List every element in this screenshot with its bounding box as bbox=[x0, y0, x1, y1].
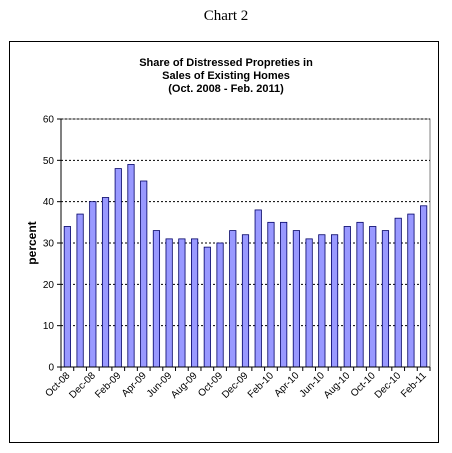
y-axis-title: percent bbox=[25, 221, 39, 264]
y-tick-label: 60 bbox=[43, 115, 55, 126]
chart-title-line-3: (Oct. 2008 - Feb. 2011) bbox=[168, 83, 284, 95]
bar-Aug-10 bbox=[343, 226, 351, 368]
x-tick-label: Feb-10 bbox=[246, 370, 276, 400]
bar-Feb-11 bbox=[420, 205, 428, 368]
y-tick-label: 20 bbox=[43, 280, 55, 291]
bar-Apr-09 bbox=[140, 180, 148, 368]
bar-Oct-10 bbox=[369, 226, 377, 368]
y-tick-label: 30 bbox=[43, 239, 55, 250]
x-tick-label: Dec-08 bbox=[67, 370, 98, 401]
bar-Jan-09 bbox=[101, 197, 110, 368]
bar-Sep-10 bbox=[356, 221, 364, 368]
bar-Nov-09 bbox=[229, 230, 237, 368]
y-tick-label: 40 bbox=[43, 197, 55, 208]
bar-Jun-10 bbox=[318, 234, 326, 368]
bar-Feb-10 bbox=[267, 221, 275, 368]
bar-Jan-11 bbox=[407, 213, 415, 368]
y-tick-label: 10 bbox=[43, 321, 55, 332]
x-tick-labels: Oct-08Dec-08Feb-09Apr-09Jun-09Aug-09Oct-… bbox=[43, 370, 429, 401]
bar-Feb-09 bbox=[114, 168, 122, 368]
bar-Sep-09 bbox=[203, 246, 211, 368]
bar-Mar-10 bbox=[280, 221, 288, 368]
bar-Nov-10 bbox=[381, 230, 390, 368]
bar-May-09 bbox=[152, 230, 161, 368]
bar-Mar-09 bbox=[127, 164, 135, 368]
y-tick-labels: 0 10 20 30 40 50 60 bbox=[43, 115, 55, 374]
chart-title-line-2: Sales of Existing Homes bbox=[162, 70, 290, 82]
bar-May-10 bbox=[305, 238, 313, 368]
x-tick-label: Dec-10 bbox=[373, 370, 404, 401]
x-tick-label: Aug-10 bbox=[322, 370, 353, 401]
x-tick-label: Dec-09 bbox=[220, 370, 251, 401]
bar-Oct-08 bbox=[63, 226, 71, 368]
x-tick-label: Feb-09 bbox=[93, 370, 123, 400]
x-tick-label: Aug-09 bbox=[169, 370, 200, 401]
bar-Oct-09 bbox=[216, 242, 224, 368]
chart-caption: Chart 2 bbox=[203, 8, 249, 24]
bar-Nov-08 bbox=[76, 213, 84, 368]
bar-Jul-09 bbox=[178, 238, 186, 368]
x-tick-label: Feb-11 bbox=[399, 370, 429, 400]
y-tick-label: 50 bbox=[43, 156, 55, 167]
bar-Jun-09 bbox=[165, 238, 173, 368]
bar-Dec-08 bbox=[89, 201, 97, 368]
x-tick-label: Apr-09 bbox=[120, 370, 149, 399]
bar-Jan-10 bbox=[254, 209, 262, 368]
chart-title-line-1: Share of Distressed Propreties in bbox=[139, 57, 313, 69]
axes bbox=[60, 119, 431, 371]
x-tick-label: Apr-10 bbox=[273, 370, 302, 399]
bar-Dec-10 bbox=[394, 217, 402, 368]
y-tick-label: 0 bbox=[48, 363, 54, 374]
bar-Dec-09 bbox=[241, 234, 250, 368]
bar-Jul-10 bbox=[330, 234, 339, 368]
bar-Apr-10 bbox=[292, 230, 300, 368]
bar-Aug-09 bbox=[191, 238, 199, 368]
